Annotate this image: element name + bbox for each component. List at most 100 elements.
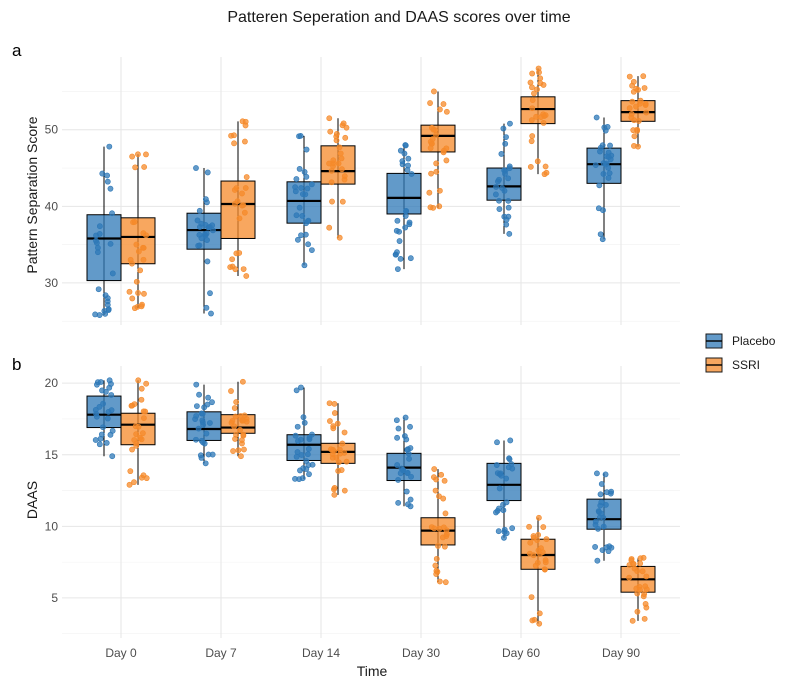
data-point (331, 410, 338, 416)
data-point (596, 182, 603, 189)
data-point (228, 388, 234, 394)
data-point (303, 173, 310, 180)
data-point (626, 73, 633, 80)
data-point (494, 439, 500, 446)
jitter-points (592, 114, 615, 243)
data-point (528, 117, 535, 124)
data-point (229, 256, 236, 263)
box-iqr (86, 395, 122, 429)
data-point (433, 168, 440, 175)
data-point (198, 220, 205, 227)
y-tick-label: 5 (51, 591, 58, 605)
data-point (401, 433, 408, 439)
box-placebo-day-0 (86, 143, 122, 318)
data-point (397, 255, 404, 262)
data-point (296, 165, 303, 172)
box-iqr (420, 124, 456, 153)
data-point (440, 495, 447, 502)
x-axis-ticks: Day 0 Day 7 Day 14 Day 30 Day 60 Day 90 (105, 646, 640, 660)
panel-a-tag: a (12, 41, 22, 60)
data-point (143, 151, 149, 158)
data-point (331, 491, 338, 498)
data-point (493, 509, 499, 516)
jitter-points (426, 88, 450, 211)
data-point (594, 470, 600, 477)
data-point (92, 437, 99, 443)
data-point (431, 525, 438, 532)
data-point (206, 420, 213, 426)
data-point (231, 140, 237, 147)
data-point (138, 396, 145, 403)
data-point (508, 461, 515, 467)
box-ssri-day-14 (320, 400, 356, 498)
data-point (293, 387, 300, 394)
data-point (540, 524, 547, 530)
data-point (433, 555, 440, 562)
data-point (198, 454, 205, 461)
jitter-points (493, 437, 516, 541)
data-point (243, 174, 250, 180)
data-point (141, 415, 147, 421)
data-point (195, 242, 202, 249)
panel-b-marks (86, 377, 656, 627)
data-point (404, 470, 411, 477)
data-point (534, 559, 541, 566)
data-point (293, 453, 300, 460)
data-point (597, 502, 604, 509)
data-point (135, 248, 142, 255)
data-point (308, 247, 315, 253)
data-point (126, 288, 133, 295)
data-point (129, 153, 136, 160)
data-point (92, 311, 99, 318)
panel-a-y-ticks: 30 40 50 (45, 123, 59, 290)
data-point (634, 608, 641, 615)
data-point (543, 536, 550, 543)
data-point (204, 169, 211, 176)
data-point (100, 400, 106, 407)
data-point (404, 446, 411, 453)
data-point (108, 392, 115, 398)
data-point (193, 436, 199, 443)
data-point (498, 472, 505, 479)
jitter-points (326, 115, 350, 241)
data-point (232, 436, 238, 442)
data-point (231, 423, 238, 430)
data-point (195, 425, 202, 432)
data-point (143, 380, 150, 387)
data-point (341, 429, 348, 436)
jitter-points (326, 400, 350, 498)
data-point (640, 593, 647, 600)
data-point (140, 256, 147, 263)
data-point (608, 152, 615, 159)
data-point (137, 267, 144, 274)
data-point (242, 138, 248, 145)
data-point (131, 479, 137, 486)
data-point (342, 134, 349, 141)
data-point (336, 234, 343, 241)
data-point (529, 105, 536, 112)
data-point (299, 212, 306, 219)
data-point (229, 418, 236, 424)
data-point (433, 160, 440, 167)
data-point (294, 423, 301, 430)
data-point (333, 137, 340, 144)
data-point (128, 402, 135, 409)
data-point (299, 191, 306, 198)
data-point (542, 557, 549, 564)
data-point (337, 150, 344, 157)
data-point (641, 615, 648, 622)
data-point (198, 235, 205, 242)
data-point (204, 258, 211, 265)
box-ssri-day-14 (320, 115, 356, 241)
data-point (631, 143, 637, 149)
data-point (341, 487, 348, 494)
data-point (232, 413, 239, 420)
data-point (126, 481, 133, 488)
data-point (326, 224, 333, 231)
jitter-points (292, 384, 316, 482)
data-point (92, 407, 99, 413)
data-point (498, 151, 505, 157)
data-point (303, 466, 310, 472)
data-point (203, 430, 210, 437)
data-point (395, 477, 402, 483)
